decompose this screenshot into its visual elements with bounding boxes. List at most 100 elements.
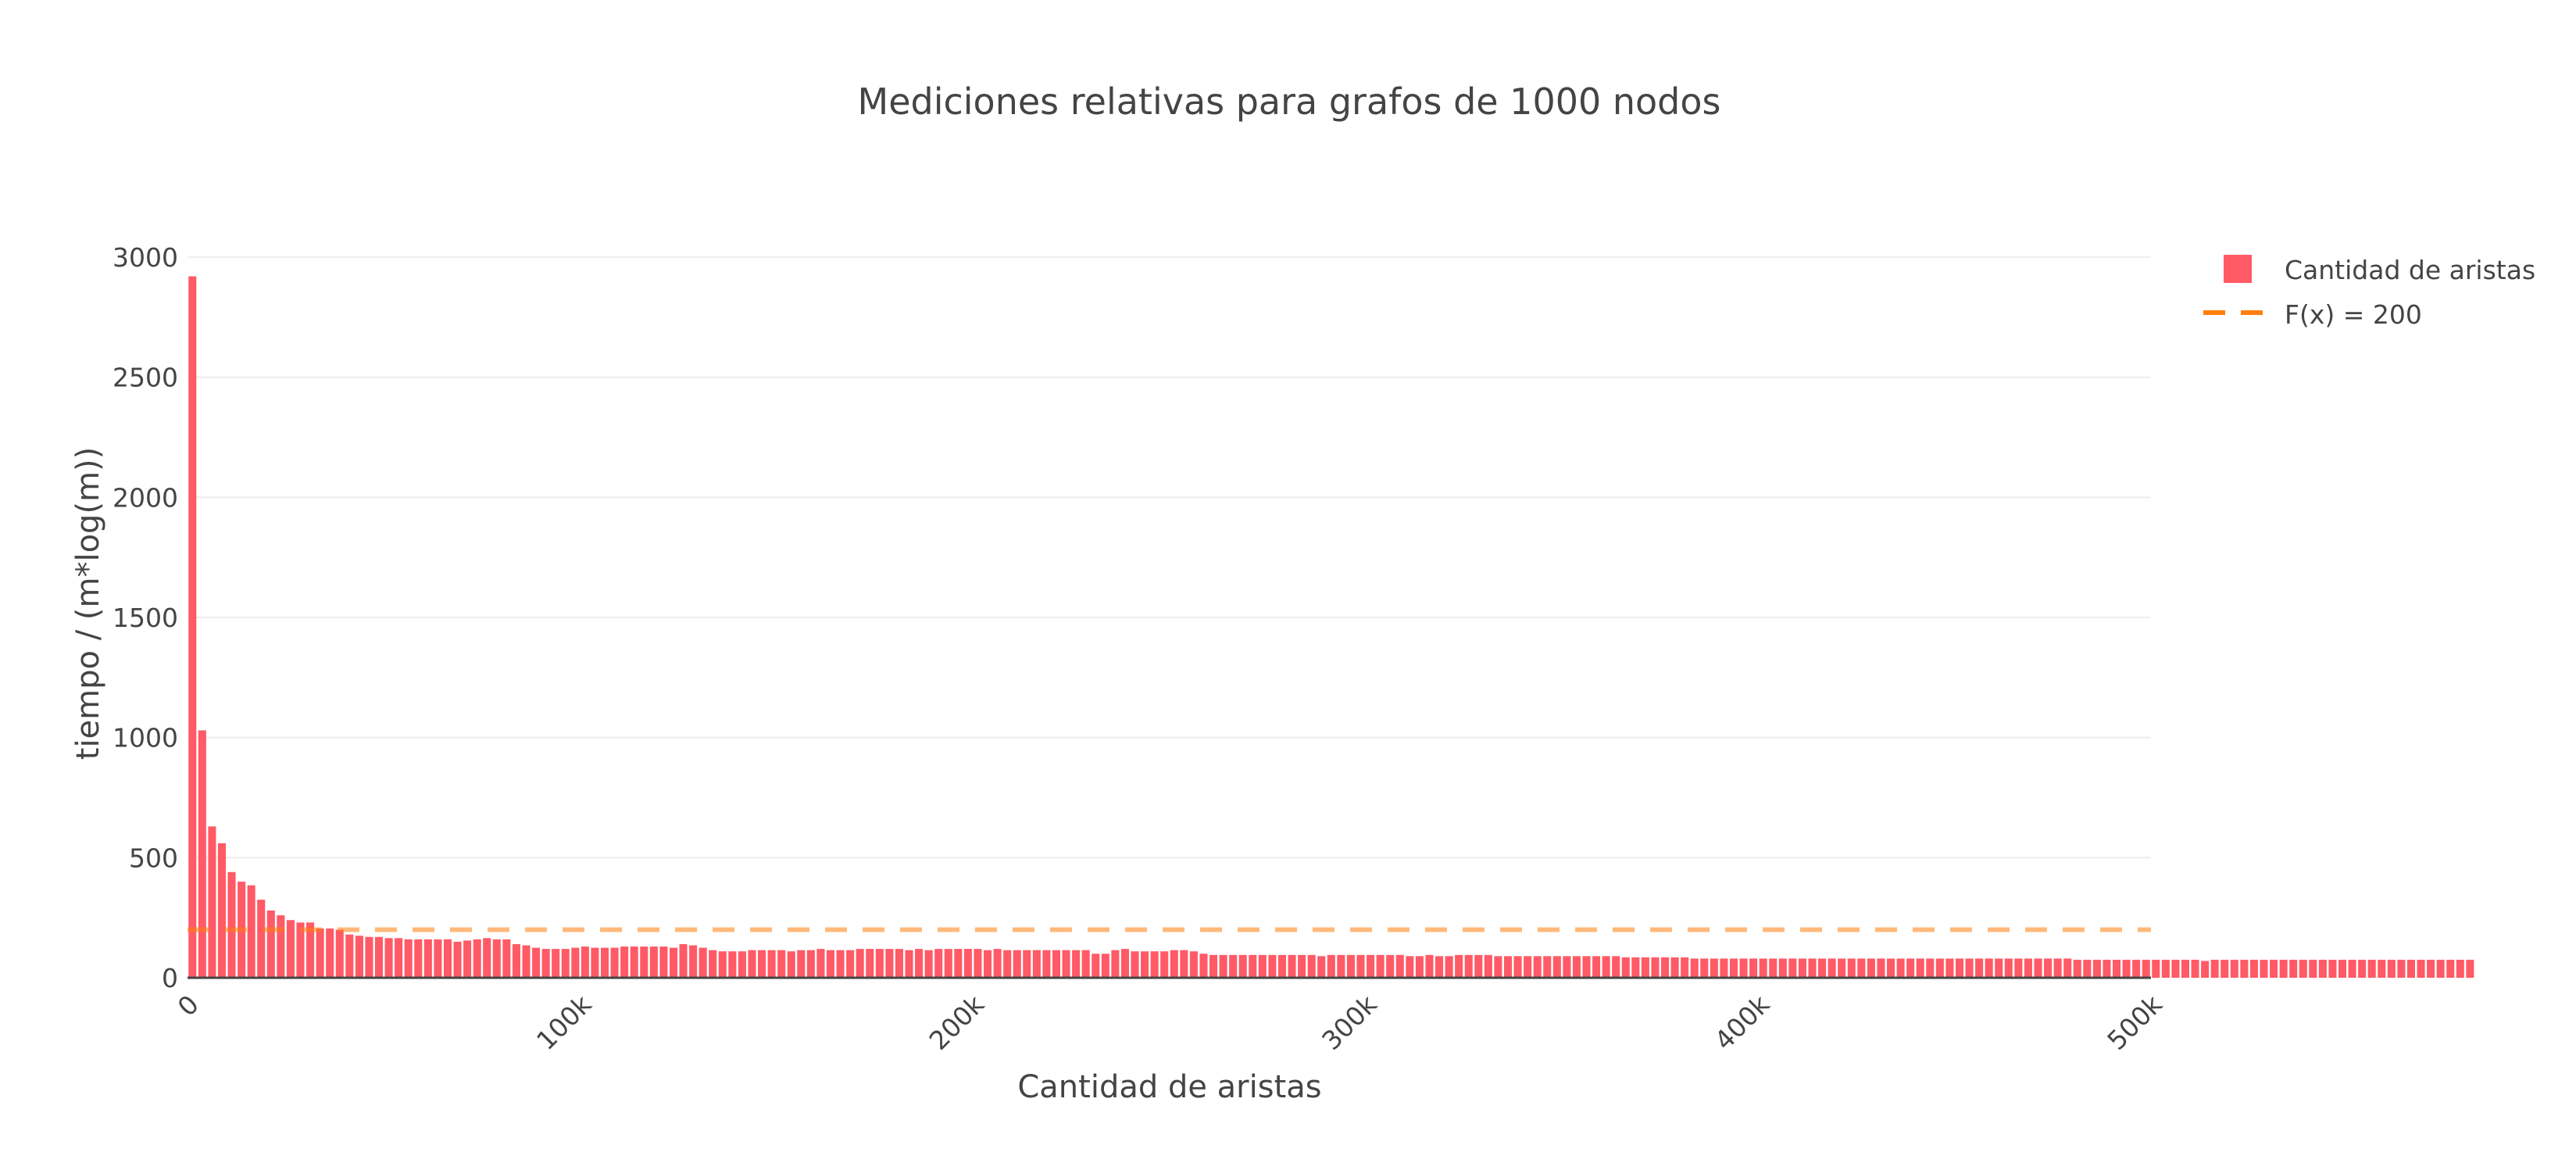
bar[interactable] bbox=[767, 950, 776, 978]
bar[interactable] bbox=[1926, 958, 1935, 978]
bar[interactable] bbox=[915, 949, 924, 978]
bar[interactable] bbox=[345, 934, 354, 978]
bar[interactable] bbox=[1120, 949, 1129, 978]
bar[interactable] bbox=[954, 949, 963, 978]
bar[interactable] bbox=[1327, 954, 1335, 978]
bar[interactable] bbox=[1425, 954, 1434, 978]
bar[interactable] bbox=[1681, 957, 1689, 978]
bar[interactable] bbox=[1572, 956, 1581, 978]
bar[interactable] bbox=[1013, 950, 1021, 978]
bar[interactable] bbox=[1455, 954, 1463, 978]
bar[interactable] bbox=[1788, 958, 1797, 978]
bar[interactable] bbox=[1729, 958, 1738, 978]
bar[interactable] bbox=[2417, 959, 2425, 978]
bar[interactable] bbox=[630, 947, 638, 978]
bar[interactable] bbox=[2328, 959, 2337, 978]
bar[interactable] bbox=[1651, 957, 1660, 978]
bar[interactable] bbox=[2103, 959, 2111, 978]
bar[interactable] bbox=[2171, 959, 2180, 978]
bar[interactable] bbox=[1180, 950, 1188, 978]
bar[interactable] bbox=[610, 947, 619, 978]
legend-item-line[interactable]: F(x) = 200 bbox=[2203, 299, 2422, 330]
bar[interactable] bbox=[1219, 954, 1227, 978]
bar[interactable] bbox=[217, 843, 227, 978]
bar[interactable] bbox=[1023, 950, 1031, 978]
bar[interactable] bbox=[1592, 956, 1601, 978]
bar[interactable] bbox=[2230, 959, 2238, 978]
bar[interactable] bbox=[1955, 958, 1964, 978]
bar[interactable] bbox=[1131, 951, 1139, 978]
bar[interactable] bbox=[1101, 954, 1109, 978]
bar[interactable] bbox=[2122, 959, 2131, 978]
bar[interactable] bbox=[2112, 959, 2121, 978]
bar[interactable] bbox=[1602, 956, 1610, 978]
bar[interactable] bbox=[649, 947, 658, 978]
bar[interactable] bbox=[1798, 958, 1806, 978]
bar[interactable] bbox=[1582, 956, 1591, 978]
bar[interactable] bbox=[1395, 954, 1404, 978]
bar[interactable] bbox=[404, 939, 413, 978]
bar[interactable] bbox=[1445, 956, 1453, 978]
bar[interactable] bbox=[1238, 954, 1247, 978]
bar[interactable] bbox=[1474, 954, 1483, 978]
bar[interactable] bbox=[1346, 954, 1355, 978]
bar[interactable] bbox=[1847, 958, 1856, 978]
bar[interactable] bbox=[1710, 958, 1718, 978]
bar[interactable] bbox=[2073, 959, 2081, 978]
bar[interactable] bbox=[1072, 950, 1081, 978]
bar[interactable] bbox=[885, 949, 894, 978]
bar[interactable] bbox=[2427, 959, 2435, 978]
bar[interactable] bbox=[2083, 959, 2092, 978]
bar[interactable] bbox=[1406, 956, 1414, 978]
bar[interactable] bbox=[1415, 956, 1424, 978]
bar[interactable] bbox=[2142, 959, 2150, 978]
bar[interactable] bbox=[718, 951, 727, 978]
bar[interactable] bbox=[2446, 959, 2455, 978]
bar[interactable] bbox=[777, 950, 786, 978]
bar[interactable] bbox=[659, 947, 668, 978]
bar[interactable] bbox=[443, 939, 452, 978]
bar[interactable] bbox=[2240, 959, 2249, 978]
bar[interactable] bbox=[2260, 959, 2268, 978]
bar[interactable] bbox=[2132, 959, 2141, 978]
bar[interactable] bbox=[208, 826, 216, 978]
bar[interactable] bbox=[384, 938, 393, 978]
bar[interactable] bbox=[748, 950, 756, 978]
bar[interactable] bbox=[1376, 954, 1384, 978]
bar[interactable] bbox=[1965, 958, 1974, 978]
bar[interactable] bbox=[2348, 959, 2356, 978]
bar[interactable] bbox=[296, 922, 305, 978]
bar[interactable] bbox=[2338, 959, 2347, 978]
bar[interactable] bbox=[571, 947, 580, 978]
bar[interactable] bbox=[2161, 959, 2170, 978]
bar[interactable] bbox=[2318, 959, 2327, 978]
bar[interactable] bbox=[826, 950, 835, 978]
bar[interactable] bbox=[2181, 959, 2190, 978]
bar[interactable] bbox=[492, 939, 501, 978]
bar[interactable] bbox=[1307, 954, 1316, 978]
bar[interactable] bbox=[2387, 959, 2396, 978]
bar[interactable] bbox=[1808, 958, 1817, 978]
bar[interactable] bbox=[2063, 958, 2072, 978]
bar[interactable] bbox=[434, 939, 442, 978]
bar[interactable] bbox=[1543, 956, 1552, 978]
bar[interactable] bbox=[473, 939, 481, 978]
bar[interactable] bbox=[1975, 958, 1984, 978]
bar[interactable] bbox=[1867, 958, 1875, 978]
bar[interactable] bbox=[1985, 958, 1993, 978]
bar[interactable] bbox=[1995, 958, 2003, 978]
bar[interactable] bbox=[698, 947, 707, 978]
bar[interactable] bbox=[395, 938, 403, 978]
bar[interactable] bbox=[2249, 959, 2258, 978]
bar[interactable] bbox=[1552, 956, 1561, 978]
bar[interactable] bbox=[2210, 959, 2219, 978]
bar[interactable] bbox=[1052, 950, 1061, 978]
bar[interactable] bbox=[355, 936, 363, 978]
bar[interactable] bbox=[2004, 958, 2013, 978]
bar[interactable] bbox=[1857, 958, 1866, 978]
bar[interactable] bbox=[1209, 954, 1218, 978]
bar[interactable] bbox=[1150, 951, 1159, 978]
bar[interactable] bbox=[188, 276, 197, 978]
bar[interactable] bbox=[316, 928, 324, 978]
bar[interactable] bbox=[1199, 954, 1208, 978]
